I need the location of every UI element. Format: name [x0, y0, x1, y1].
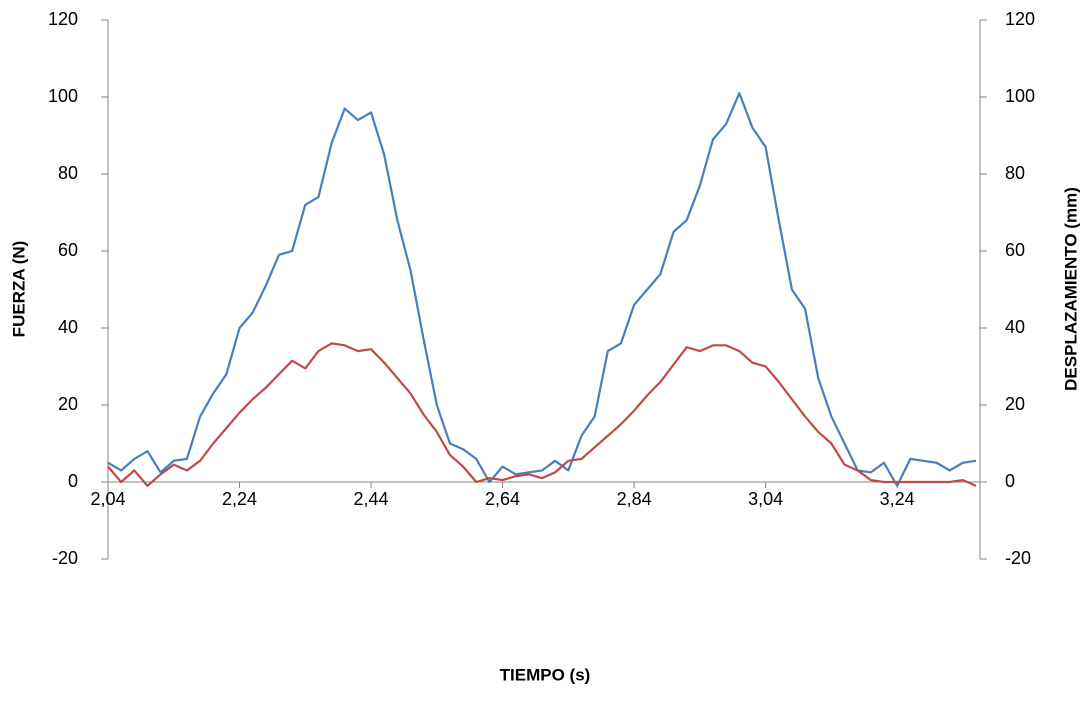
y-axis-title: FUERZA (N)	[9, 241, 28, 338]
y2-tick-label: 60	[1005, 240, 1025, 260]
y-tick-label: 60	[58, 240, 78, 260]
y2-tick-label: 0	[1005, 471, 1015, 491]
x-tick-label: 2,04	[90, 489, 125, 509]
x-axis-title: TIEMPO (s)	[500, 665, 591, 684]
y2-tick-label: -20	[1005, 548, 1031, 568]
x-tick-label: 3,24	[880, 489, 915, 509]
y2-tick-label: 20	[1005, 394, 1025, 414]
x-tick-label: 2,44	[354, 489, 389, 509]
y-tick-label: 40	[58, 317, 78, 337]
y-tick-label: 0	[68, 471, 78, 491]
y2-tick-label: 80	[1005, 163, 1025, 183]
y2-tick-label: 120	[1005, 9, 1035, 29]
y-tick-label: 120	[48, 9, 78, 29]
y2-tick-label: 40	[1005, 317, 1025, 337]
series-line	[107, 342, 977, 487]
y2-tick-label: 100	[1005, 86, 1035, 106]
x-tick-label: 2,24	[222, 489, 257, 509]
x-tick-label: 2,64	[485, 489, 520, 509]
y-tick-label: -20	[52, 548, 78, 568]
y-tick-label: 100	[48, 86, 78, 106]
y-tick-label: 20	[58, 394, 78, 414]
x-tick-label: 3,04	[748, 489, 783, 509]
series-line	[107, 92, 977, 487]
x-tick-label: 2,84	[617, 489, 652, 509]
y-tick-label: 80	[58, 163, 78, 183]
y2-axis-title: DESPLAZAMIENTO (mm)	[1061, 187, 1080, 391]
